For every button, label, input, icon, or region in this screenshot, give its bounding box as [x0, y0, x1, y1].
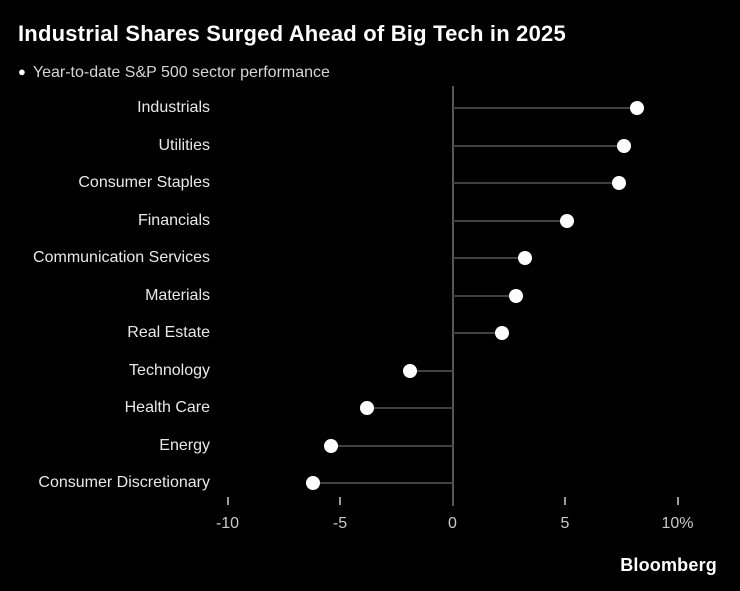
lollipop-stem — [331, 444, 453, 447]
bloomberg-logo: Bloomberg — [620, 555, 717, 575]
lollipop-dot — [560, 213, 575, 228]
lollipop-stem — [452, 219, 568, 222]
axis-tick-label: 10% — [661, 515, 694, 532]
lollipop-stem — [409, 369, 453, 372]
axis-tick-label: 0 — [448, 515, 457, 532]
lollipop-stem — [313, 482, 453, 484]
lollipop-dot — [612, 176, 626, 190]
lollipop-stem — [452, 332, 502, 334]
category-label: Consumer Staples — [78, 174, 210, 191]
axis-tick-label: 5 — [560, 515, 570, 532]
category-label: Energy — [159, 436, 210, 454]
category-label: Communication Services — [33, 249, 210, 266]
axis-tick — [676, 497, 679, 505]
category-label: Health Care — [124, 399, 210, 416]
lollipop-dot — [517, 251, 532, 265]
lollipop-stem — [452, 294, 516, 297]
legend-bullet-icon: ● — [18, 64, 26, 79]
chart-subtitle: ● Year-to-date S&P 500 sector performance — [18, 64, 330, 82]
lollipop-dot — [306, 476, 320, 490]
category-label: Technology — [129, 361, 210, 379]
axis-tick-label: -5 — [332, 515, 348, 532]
lollipop-stem — [452, 107, 637, 109]
lollipop-stem — [452, 144, 624, 147]
lollipop-dot — [508, 288, 523, 303]
chart-subtitle-text: Year-to-date S&P 500 sector performance — [32, 64, 330, 81]
chart-title: Industrial Shares Surged Ahead of Big Te… — [18, 21, 566, 46]
axis-tick — [226, 497, 229, 505]
axis-tick-label: -10 — [215, 515, 240, 532]
lollipop-dot — [495, 326, 509, 340]
lollipop-stem — [367, 407, 453, 409]
lollipop-stem — [452, 182, 619, 184]
lollipop-dot — [360, 401, 374, 415]
lollipop-stem — [452, 257, 525, 259]
lollipop-dot — [630, 101, 644, 115]
lollipop-dot — [402, 363, 417, 378]
category-label: Real Estate — [127, 324, 210, 341]
category-label: Materials — [145, 286, 210, 304]
axis-tick — [339, 497, 341, 505]
lollipop-dot — [324, 438, 338, 453]
category-label: Consumer Discretionary — [38, 474, 210, 491]
lollipop-dot — [616, 138, 631, 153]
axis-tick — [564, 497, 566, 505]
category-label: Utilities — [158, 136, 210, 154]
category-label: Industrials — [137, 99, 210, 116]
category-label: Financials — [137, 211, 210, 229]
